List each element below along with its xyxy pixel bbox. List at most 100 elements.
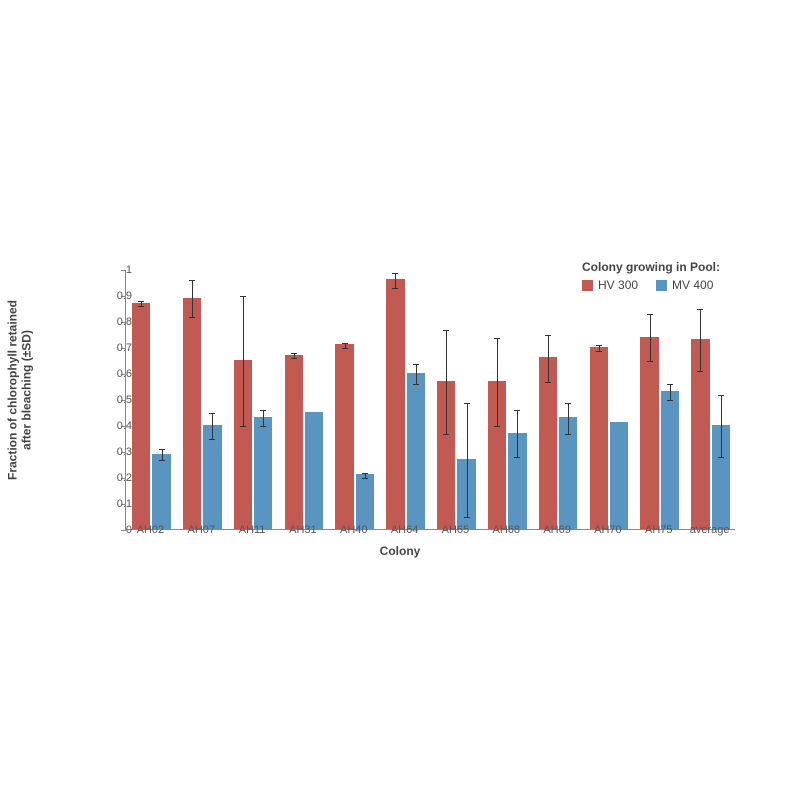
error-bar-cap [159, 460, 165, 461]
error-bar-cap [240, 296, 246, 297]
bar [203, 425, 221, 529]
error-bar [263, 410, 264, 426]
bar [285, 355, 303, 529]
error-bar-cap [342, 348, 348, 349]
error-bar-cap [667, 384, 673, 385]
y-tick-label: 0 [102, 524, 132, 536]
chlorophyll-bar-chart: Fraction of chlorophyll retained after b… [50, 260, 750, 580]
error-bar [416, 364, 417, 385]
error-bar-cap [392, 288, 398, 289]
error-bar-cap [718, 457, 724, 458]
error-bar-cap [494, 426, 500, 427]
y-tick-label: 0.6 [102, 368, 132, 380]
error-bar-cap [342, 343, 348, 344]
x-tick-label: AH70 [594, 524, 622, 536]
x-tick-label: AH75 [645, 524, 673, 536]
error-bar-cap [209, 439, 215, 440]
x-tick-label: AH07 [187, 524, 215, 536]
error-bar-cap [667, 400, 673, 401]
bar [661, 391, 679, 529]
bar [356, 474, 374, 529]
y-axis-title-line1: Fraction of chlorophyll retained [6, 300, 20, 480]
bar [610, 422, 628, 529]
error-bar [395, 273, 396, 289]
error-bar [212, 413, 213, 439]
y-tick-label: 0.3 [102, 446, 132, 458]
error-bar [548, 335, 549, 382]
bar [407, 373, 425, 529]
x-tick-label: AH65 [442, 524, 470, 536]
error-bar-cap [647, 314, 653, 315]
error-bar-cap [697, 371, 703, 372]
error-bar-cap [596, 345, 602, 346]
bar [539, 357, 557, 529]
bar [335, 344, 353, 529]
error-bar-cap [514, 410, 520, 411]
x-tick-label: AH11 [239, 524, 266, 536]
error-bar [192, 280, 193, 316]
y-tick-label: 0.8 [102, 316, 132, 328]
error-bar-cap [443, 434, 449, 435]
error-bar [497, 338, 498, 426]
error-bar-cap [291, 358, 297, 359]
error-bar-cap [464, 403, 470, 404]
bar [305, 412, 323, 529]
bar [590, 347, 608, 529]
error-bar-cap [362, 478, 368, 479]
error-bar-cap [413, 384, 419, 385]
error-bar-cap [443, 330, 449, 331]
error-bar-cap [494, 338, 500, 339]
error-bar-cap [159, 449, 165, 450]
plot-area [125, 270, 735, 530]
x-tick-label: AH64 [391, 524, 419, 536]
bar [152, 454, 170, 529]
error-bar-cap [240, 426, 246, 427]
error-bar-cap [392, 273, 398, 274]
error-bar-cap [291, 353, 297, 354]
x-tick-label: AH68 [492, 524, 520, 536]
error-bar-cap [209, 413, 215, 414]
error-bar-cap [565, 434, 571, 435]
error-bar [670, 384, 671, 400]
error-bar-cap [464, 517, 470, 518]
y-tick-label: 0.7 [102, 342, 132, 354]
error-bar-cap [138, 306, 144, 307]
error-bar [700, 309, 701, 371]
bar [640, 337, 658, 529]
y-axis-title: Fraction of chlorophyll retained after b… [6, 280, 35, 500]
x-tick-label: average [690, 524, 730, 536]
error-bar-cap [362, 473, 368, 474]
error-bar-cap [647, 361, 653, 362]
error-bar [243, 296, 244, 426]
error-bar [467, 403, 468, 517]
y-tick-label: 1 [102, 264, 132, 276]
error-bar [568, 403, 569, 434]
error-bar [162, 449, 163, 459]
error-bar-cap [189, 317, 195, 318]
y-tick-label: 0.5 [102, 394, 132, 406]
bar [386, 279, 404, 529]
error-bar-cap [514, 457, 520, 458]
error-bar-cap [189, 280, 195, 281]
error-bar-cap [697, 309, 703, 310]
error-bar [721, 395, 722, 457]
error-bar-cap [413, 364, 419, 365]
x-tick-label: AH31 [289, 524, 317, 536]
y-tick-label: 0.2 [102, 472, 132, 484]
x-tick-label: AH40 [340, 524, 368, 536]
error-bar [517, 410, 518, 457]
bar [183, 298, 201, 529]
bar [132, 303, 150, 529]
error-bar [650, 314, 651, 361]
y-tick-label: 0.9 [102, 290, 132, 302]
x-axis-title: Colony [50, 544, 750, 558]
y-tick-label: 0.4 [102, 420, 132, 432]
error-bar-cap [565, 403, 571, 404]
error-bar-cap [545, 382, 551, 383]
error-bar-cap [260, 426, 266, 427]
error-bar-cap [596, 351, 602, 352]
error-bar-cap [545, 335, 551, 336]
bar [254, 417, 272, 529]
x-tick-label: AH69 [543, 524, 571, 536]
y-tick-label: 0.1 [102, 498, 132, 510]
